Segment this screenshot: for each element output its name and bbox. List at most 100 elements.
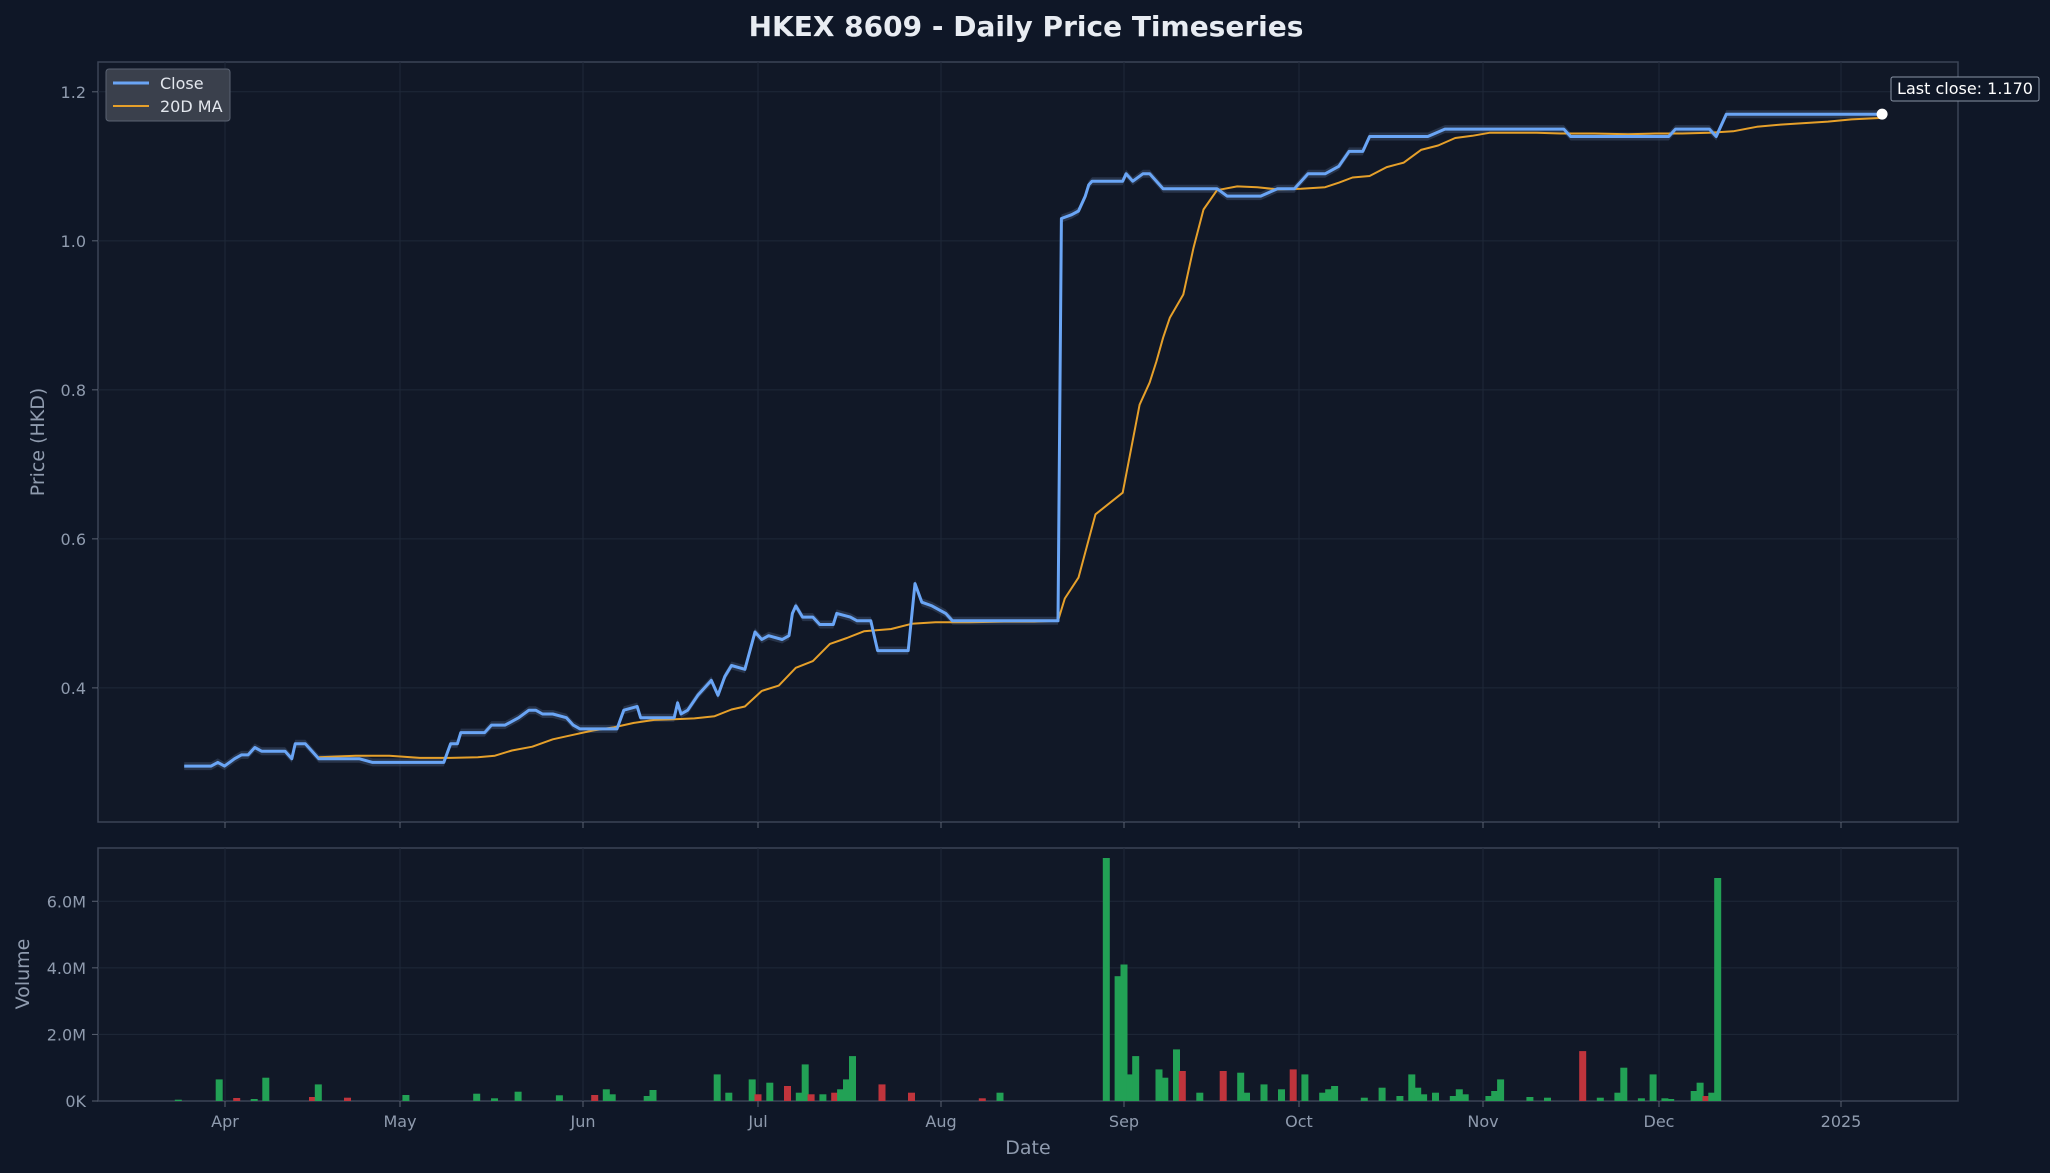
last-close-label: Last close: 1.170 — [1897, 79, 2033, 98]
price-y-tick-label: 1.2 — [61, 83, 86, 102]
volume-bar — [849, 1056, 856, 1101]
x-tick-label: Oct — [1285, 1112, 1313, 1131]
volume-y-tick-label: 4.0M — [47, 959, 86, 978]
price-x-ticks — [224, 822, 1842, 828]
volume-bar — [807, 1094, 815, 1101]
x-tick-label: May — [383, 1112, 416, 1131]
volume-bar — [1360, 1097, 1368, 1101]
volume-bar — [784, 1086, 791, 1101]
volume-bar — [1485, 1096, 1493, 1101]
volume-plot-area — [97, 847, 1959, 1102]
volume-bar — [1301, 1074, 1309, 1101]
volume-bar — [1243, 1092, 1250, 1101]
x-tick-label: Apr — [211, 1112, 239, 1131]
volume-bar — [1414, 1087, 1422, 1101]
volume-bar — [766, 1082, 774, 1101]
chart-title: HKEX 8609 - Daily Price Timeseries — [749, 10, 1304, 43]
volume-bar — [1461, 1094, 1469, 1101]
ma-20d-line — [318, 116, 1883, 759]
volume-bar — [555, 1095, 563, 1101]
volume-bar — [1649, 1074, 1657, 1101]
price-y-ticks: 0.4 0.6 0.8 1.0 1.2 — [61, 83, 98, 698]
volume-bar — [1667, 1099, 1675, 1101]
volume-bar — [1455, 1089, 1463, 1101]
legend-close-label: Close — [160, 74, 204, 93]
volume-bar — [344, 1097, 351, 1101]
volume-bar — [215, 1079, 223, 1101]
price-plot-area — [97, 61, 1959, 823]
volume-bar — [491, 1098, 498, 1101]
volume-bar — [1102, 858, 1110, 1101]
volume-bar — [1408, 1074, 1416, 1101]
volume-bar — [1637, 1098, 1645, 1101]
volume-bar — [1596, 1097, 1604, 1101]
volume-bar — [1331, 1086, 1339, 1101]
volume-bar — [713, 1074, 721, 1101]
x-tick-label: Sep — [1109, 1112, 1139, 1131]
volume-bar — [309, 1097, 316, 1101]
volume-bar — [1178, 1071, 1186, 1101]
last-close-annotation: Last close: 1.170 — [1890, 76, 2040, 102]
volume-bar — [1132, 1056, 1140, 1101]
volume-bar — [1126, 1074, 1134, 1101]
volume-bar — [250, 1099, 258, 1101]
volume-bar — [1661, 1098, 1669, 1101]
volume-bar — [1449, 1096, 1457, 1101]
price-y-tick-label: 0.4 — [61, 679, 86, 698]
volume-bar — [473, 1093, 481, 1101]
volume-bar — [1497, 1079, 1505, 1101]
volume-bar — [1620, 1067, 1628, 1101]
volume-bar — [978, 1098, 986, 1101]
volume-bar — [1579, 1051, 1587, 1101]
volume-bar — [754, 1094, 762, 1101]
legend: Close 20D MA — [105, 68, 231, 122]
volume-bar — [233, 1098, 241, 1101]
last-close-point — [1876, 108, 1888, 120]
legend-ma-label: 20D MA — [160, 97, 223, 116]
volume-y-tick-label: 6.0M — [47, 892, 86, 911]
volume-y-tick-label: 0K — [65, 1092, 86, 1111]
volume-bar — [795, 1092, 803, 1101]
price-y-tick-label: 1.0 — [61, 232, 86, 251]
volume-bar — [1396, 1096, 1404, 1101]
volume-bar — [837, 1089, 845, 1101]
volume-bar — [1161, 1077, 1169, 1101]
volume-bar — [608, 1094, 616, 1101]
volume-bar — [1173, 1049, 1180, 1101]
volume-bar — [402, 1095, 410, 1101]
volume-bar — [1714, 878, 1722, 1101]
x-tick-label: Dec — [1644, 1112, 1675, 1131]
volume-bar — [1196, 1092, 1204, 1101]
volume-bar — [1526, 1097, 1534, 1101]
volume-bars — [174, 858, 1722, 1101]
volume-bar — [748, 1079, 756, 1101]
last-close-box — [1890, 76, 2040, 102]
volume-bar — [1260, 1084, 1268, 1101]
volume-bar — [843, 1079, 850, 1101]
volume-bar — [1708, 1092, 1716, 1101]
volume-bar — [174, 1099, 182, 1101]
close-line — [184, 112, 1883, 768]
volume-bar — [819, 1094, 827, 1101]
volume-bar — [1702, 1096, 1710, 1101]
volume-bar — [831, 1092, 839, 1101]
volume-bar — [801, 1064, 809, 1101]
volume-bar — [1614, 1092, 1622, 1101]
volume-y-tick-label: 2.0M — [47, 1025, 86, 1044]
volume-bar — [1690, 1091, 1698, 1101]
volume-bar — [1325, 1089, 1333, 1101]
volume-bar — [643, 1096, 651, 1101]
price-y-tick-label: 0.8 — [61, 381, 86, 400]
volume-bar — [649, 1090, 657, 1101]
price-grid — [98, 62, 1958, 822]
volume-bar — [1155, 1069, 1163, 1101]
x-axis-label: Date — [1005, 1137, 1050, 1159]
volume-bar — [1289, 1069, 1297, 1101]
volume-bar — [725, 1092, 733, 1101]
volume-bar — [996, 1092, 1004, 1101]
volume-bar — [1120, 964, 1128, 1101]
price-y-axis-label: Price (HKD) — [27, 388, 49, 497]
volume-bar — [514, 1091, 522, 1101]
volume-bar — [878, 1084, 886, 1101]
